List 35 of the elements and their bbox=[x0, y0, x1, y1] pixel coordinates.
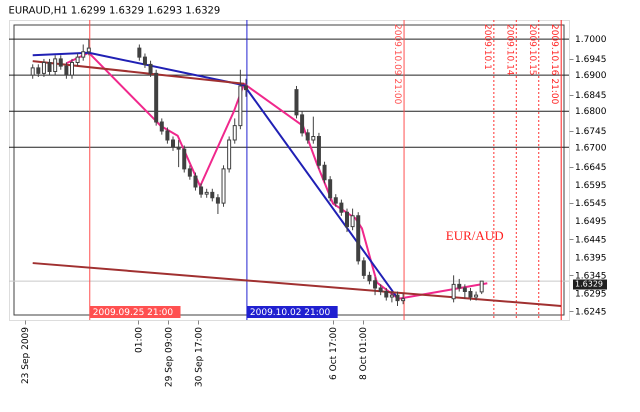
ref-line-label: 2009.10.16 21:00 bbox=[549, 24, 560, 105]
ref-line-label: 1.6329 bbox=[575, 279, 603, 288]
candlestick bbox=[86, 38, 91, 56]
y-tick-label: 1.6800 bbox=[575, 107, 607, 118]
x-tick-label: 29 Sep 09:00 bbox=[164, 326, 174, 388]
y-tick-label: 1.6745 bbox=[575, 127, 606, 138]
chart-title: EURAUD,H1 1.6299 1.6329 1.6293 1.6329 bbox=[8, 6, 220, 16]
annotation: EUR/AUD bbox=[446, 228, 504, 243]
y-tick-label: 1.6700 bbox=[575, 143, 607, 154]
candlestick bbox=[30, 64, 35, 80]
y-tick-label: 1.6245 bbox=[575, 307, 606, 318]
x-tick-label: 8 Oct 01:00 bbox=[358, 326, 369, 380]
y-tick-label: 1.6295 bbox=[575, 289, 606, 300]
y-tick-label: 1.6595 bbox=[575, 181, 606, 192]
y-tick-label: 1.6900 bbox=[575, 71, 607, 82]
ref-line-label: 2009.10.14 bbox=[504, 24, 514, 76]
y-tick-label: 1.6945 bbox=[575, 54, 606, 65]
ref-line-label: 2009.10.1 bbox=[482, 24, 492, 70]
y-tick-label: 1.6845 bbox=[575, 90, 606, 101]
ref-line-label: 2009.10.02 21:00 bbox=[250, 308, 331, 318]
y-tick-label: 1.7000 bbox=[575, 35, 607, 46]
x-tick-label: 23 Sep 2009 bbox=[21, 326, 32, 384]
y-tick-label: 1.6395 bbox=[575, 253, 606, 264]
y-tick-label: 1.6645 bbox=[575, 163, 606, 174]
ref-line-label: 2009.10.15 bbox=[526, 24, 537, 76]
x-tick-label: 6 Oct 17:00 bbox=[328, 326, 339, 380]
y-tick-label: 1.6445 bbox=[575, 235, 606, 246]
ref-line-label: 2009.10.09 21:00 bbox=[392, 24, 402, 105]
y-tick-label: 1.6345 bbox=[575, 271, 606, 282]
x-tick-label: 30 Sep 17:00 bbox=[194, 326, 204, 388]
y-tick-label: 1.6545 bbox=[575, 199, 606, 210]
x-tick-label: 01:00 bbox=[134, 326, 144, 353]
candlestick bbox=[480, 280, 484, 295]
ref-line-label: 2009.09.25 21:00 bbox=[92, 308, 174, 318]
y-tick-label: 1.6495 bbox=[575, 217, 606, 228]
